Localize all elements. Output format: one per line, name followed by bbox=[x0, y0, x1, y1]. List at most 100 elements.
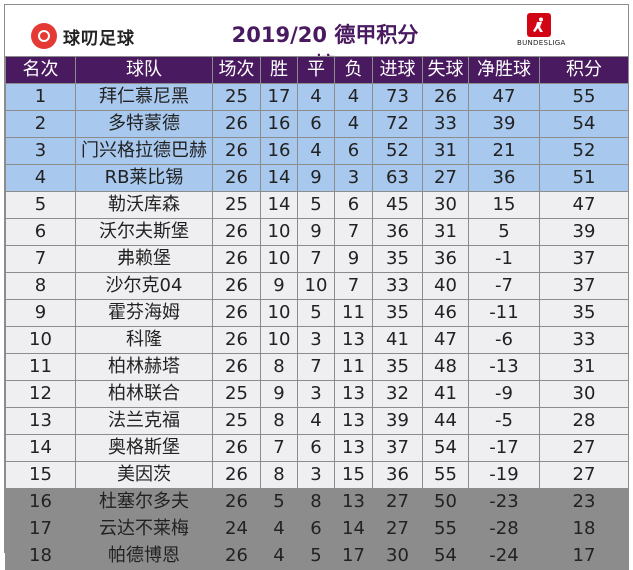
table-cell: 4 bbox=[334, 110, 373, 138]
table-cell: 52 bbox=[539, 137, 629, 165]
table-row: 11 柏林赫塔 26 8 7 11 35 48 -13 31 bbox=[5, 353, 629, 381]
table-body: 1 拜仁慕尼黑 25 17 4 4 73 26 47 55 2 多特蒙德 26 16 6 4 72 33 39 54 3… bbox=[5, 83, 629, 570]
table-cell: 7 bbox=[5, 245, 76, 273]
table-cell: 24 bbox=[212, 515, 261, 543]
table-cell: 52 bbox=[372, 137, 423, 165]
table-cell: 15 bbox=[334, 461, 373, 489]
column-header: 球队 bbox=[75, 56, 213, 84]
table-cell: -11 bbox=[468, 299, 540, 327]
table-row: 9 霍芬海姆 26 10 5 11 35 46 -11 35 bbox=[5, 299, 629, 327]
team-name-cell: 帕德博恩 bbox=[75, 542, 213, 570]
table-cell: 10 bbox=[260, 245, 298, 273]
table-cell: 16 bbox=[5, 488, 76, 516]
table-cell: 39 bbox=[468, 110, 540, 138]
table-cell: 8 bbox=[260, 407, 298, 435]
column-header: 进球 bbox=[372, 56, 423, 84]
table-cell: 26 bbox=[212, 164, 261, 192]
column-header: 场次 bbox=[212, 56, 261, 84]
table-row: 4 RB莱比锡 26 14 9 3 63 27 36 51 bbox=[5, 164, 629, 192]
table-cell: 45 bbox=[372, 191, 423, 219]
table-cell: 3 bbox=[297, 380, 335, 408]
table-row: 3 门兴格拉德巴赫 26 16 4 6 52 31 21 52 bbox=[5, 137, 629, 165]
table-cell: 37 bbox=[539, 245, 629, 273]
header: 球叨足球 2019/20 德甲积分榜 BUNDESLIGA bbox=[5, 5, 628, 77]
table-cell: 35 bbox=[539, 299, 629, 327]
table-cell: 9 bbox=[260, 272, 298, 300]
brand-name: 球叨足球 bbox=[63, 28, 135, 49]
team-name-cell: 多特蒙德 bbox=[75, 110, 213, 138]
table-cell: 36 bbox=[372, 218, 423, 246]
team-name-cell: 拜仁慕尼黑 bbox=[75, 83, 213, 111]
table-cell: 6 bbox=[334, 191, 373, 219]
team-name-cell: 法兰克福 bbox=[75, 407, 213, 435]
table-cell: 1 bbox=[5, 83, 76, 111]
table-cell: 54 bbox=[539, 110, 629, 138]
table-cell: -7 bbox=[468, 272, 540, 300]
table-cell: 47 bbox=[422, 326, 469, 354]
table-cell: 5 bbox=[260, 488, 298, 516]
bundesliga-logo: BUNDESLIGA bbox=[517, 13, 565, 53]
table-cell: 36 bbox=[372, 461, 423, 489]
team-name-cell: RB莱比锡 bbox=[75, 164, 213, 192]
column-header: 名次 bbox=[5, 56, 76, 84]
table-cell: 14 bbox=[334, 515, 373, 543]
table-cell: 33 bbox=[422, 110, 469, 138]
table-cell: 8 bbox=[297, 488, 335, 516]
table-cell: -28 bbox=[468, 515, 540, 543]
table-cell: 25 bbox=[212, 407, 261, 435]
table-cell: 50 bbox=[422, 488, 469, 516]
column-header: 胜 bbox=[260, 56, 298, 84]
table-cell: 47 bbox=[539, 191, 629, 219]
table-row: 2 多特蒙德 26 16 6 4 72 33 39 54 bbox=[5, 110, 629, 138]
team-name-cell: 奥格斯堡 bbox=[75, 434, 213, 462]
table-cell: -19 bbox=[468, 461, 540, 489]
table-cell: 54 bbox=[422, 434, 469, 462]
table-cell: 18 bbox=[539, 515, 629, 543]
column-header: 积分 bbox=[539, 56, 629, 84]
table-cell: 4 bbox=[297, 83, 335, 111]
table-row: 1 拜仁慕尼黑 25 17 4 4 73 26 47 55 bbox=[5, 83, 629, 111]
table-cell: 26 bbox=[212, 299, 261, 327]
table-cell: 13 bbox=[334, 407, 373, 435]
standings-table: 名次 球队 场次胜平负进球 失球 净胜球 积分 1 拜仁慕尼黑 25 17 4 4 73 26 47 55 2… bbox=[5, 56, 629, 570]
table-row: 10 科隆 26 10 3 13 41 47 -6 33 bbox=[5, 326, 629, 354]
table-cell: 3 bbox=[297, 326, 335, 354]
table-cell: 11 bbox=[334, 299, 373, 327]
table-cell: 26 bbox=[212, 326, 261, 354]
table-cell: 30 bbox=[539, 380, 629, 408]
table-cell: 33 bbox=[372, 272, 423, 300]
table-cell: 4 bbox=[297, 407, 335, 435]
table-row: 12 柏林联合 25 9 3 13 32 41 -9 30 bbox=[5, 380, 629, 408]
table-cell: 11 bbox=[5, 353, 76, 381]
table-cell: -23 bbox=[468, 488, 540, 516]
table-cell: -9 bbox=[468, 380, 540, 408]
table-cell: 5 bbox=[297, 299, 335, 327]
table-cell: 31 bbox=[422, 218, 469, 246]
table-cell: 16 bbox=[260, 137, 298, 165]
table-cell: 40 bbox=[422, 272, 469, 300]
table-cell: 27 bbox=[539, 434, 629, 462]
table-cell: 25 bbox=[212, 191, 261, 219]
table-cell: 9 bbox=[260, 380, 298, 408]
table-cell: 13 bbox=[334, 380, 373, 408]
table-cell: -6 bbox=[468, 326, 540, 354]
table-cell: 13 bbox=[5, 407, 76, 435]
table-cell: 26 bbox=[212, 272, 261, 300]
table-cell: 9 bbox=[334, 245, 373, 273]
column-header: 平 bbox=[297, 56, 335, 84]
team-name-cell: 勒沃库森 bbox=[75, 191, 213, 219]
table-cell: 28 bbox=[539, 407, 629, 435]
table-cell: 16 bbox=[260, 110, 298, 138]
table-cell: 31 bbox=[539, 353, 629, 381]
team-name-cell: 柏林赫塔 bbox=[75, 353, 213, 381]
player-icon bbox=[533, 17, 543, 32]
table-cell: 25 bbox=[212, 83, 261, 111]
table-cell: 13 bbox=[334, 326, 373, 354]
table-cell: 6 bbox=[5, 218, 76, 246]
table-cell: 5 bbox=[297, 191, 335, 219]
table-cell: 4 bbox=[334, 83, 373, 111]
table-cell: 17 bbox=[539, 542, 629, 570]
table-cell: 41 bbox=[372, 326, 423, 354]
table-cell: 5 bbox=[468, 218, 540, 246]
table-header-row: 名次 球队 场次胜平负进球 失球 净胜球 积分 bbox=[5, 56, 629, 84]
